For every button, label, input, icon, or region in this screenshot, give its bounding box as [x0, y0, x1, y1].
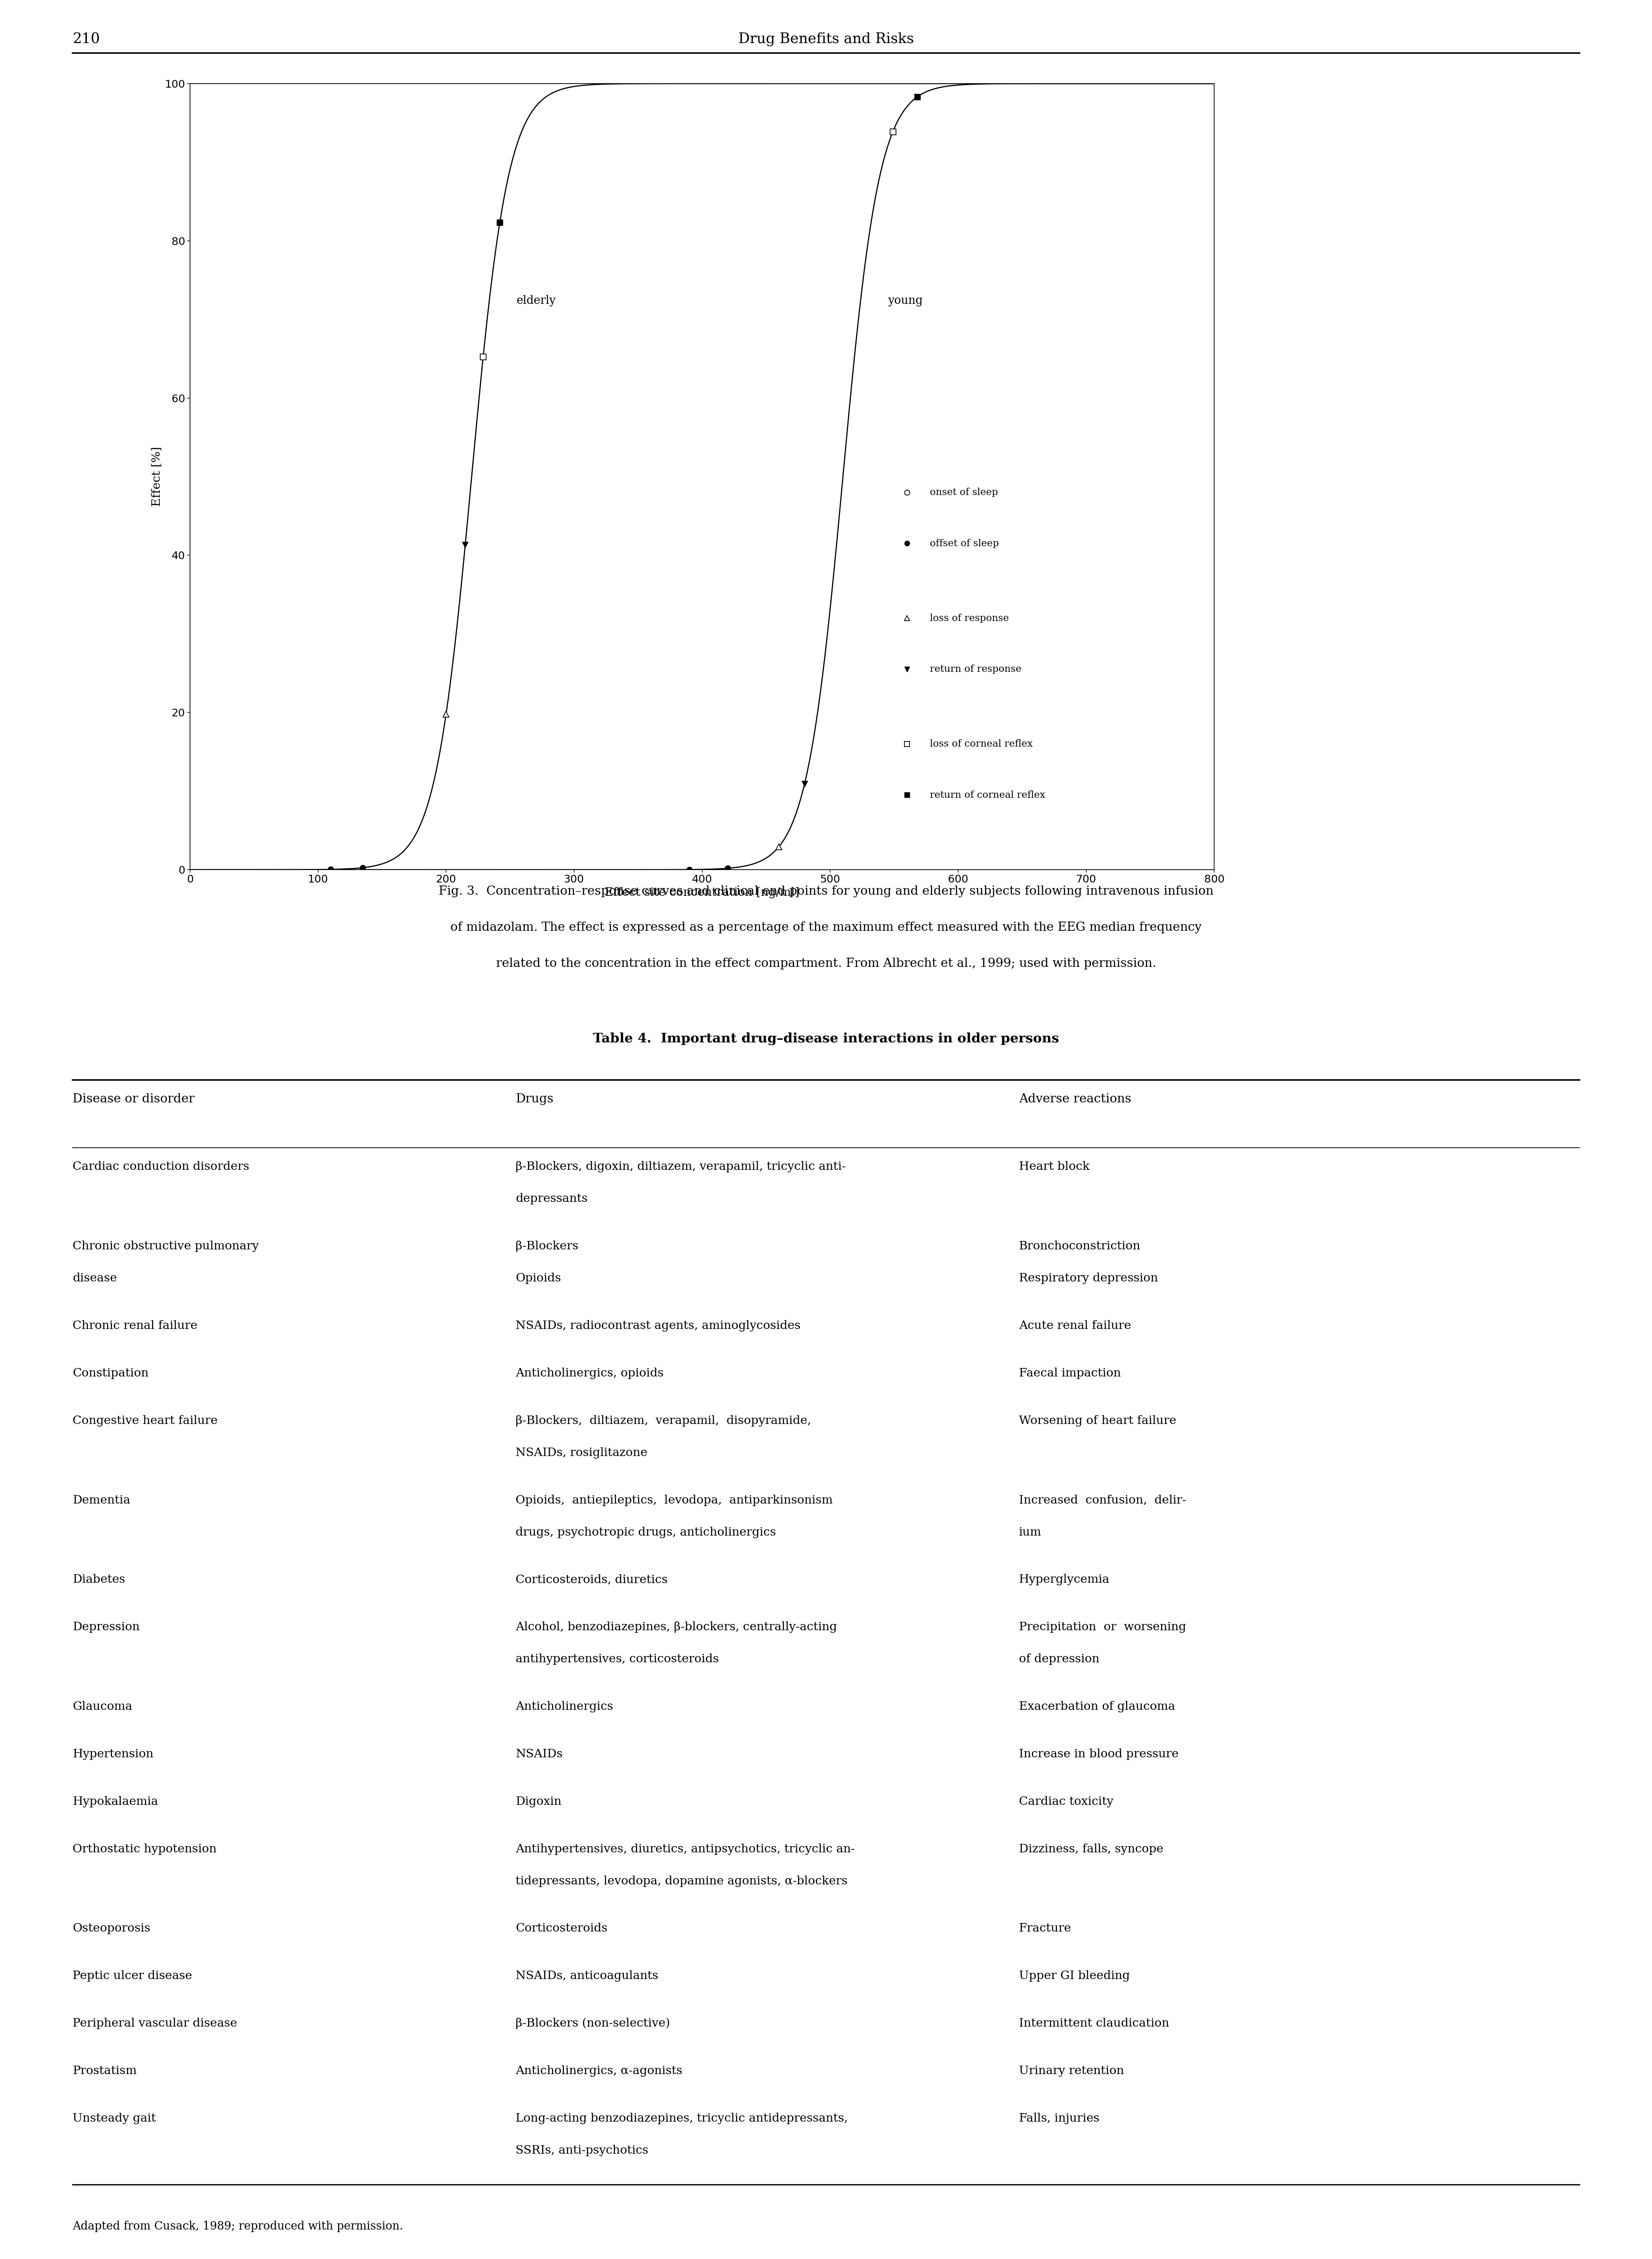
Text: Opioids: Opioids [515, 1272, 562, 1283]
Text: Anticholinergics, α-agonists: Anticholinergics, α-agonists [515, 2065, 682, 2076]
Text: Exacerbation of glaucoma: Exacerbation of glaucoma [1019, 1701, 1175, 1712]
Text: Cardiac conduction disorders: Cardiac conduction disorders [73, 1161, 249, 1172]
Text: of midazolam. The effect is expressed as a percentage of the maximum effect meas: of midazolam. The effect is expressed as… [451, 922, 1201, 933]
Text: Urinary retention: Urinary retention [1019, 2065, 1123, 2076]
Text: β-Blockers, digoxin, diltiazem, verapamil, tricyclic anti-: β-Blockers, digoxin, diltiazem, verapami… [515, 1161, 846, 1172]
Text: Opioids,  antiepileptics,  levodopa,  antiparkinsonism: Opioids, antiepileptics, levodopa, antip… [515, 1495, 833, 1507]
Text: Disease or disorder: Disease or disorder [73, 1093, 195, 1105]
Text: NSAIDs, anticoagulants: NSAIDs, anticoagulants [515, 1970, 659, 1981]
Text: antihypertensives, corticosteroids: antihypertensives, corticosteroids [515, 1654, 719, 1665]
Text: Hyperglycemia: Hyperglycemia [1019, 1575, 1110, 1586]
Text: tidepressants, levodopa, dopamine agonists, α-blockers: tidepressants, levodopa, dopamine agonis… [515, 1875, 847, 1886]
Text: Corticosteroids: Corticosteroids [515, 1922, 608, 1934]
Text: Peripheral vascular disease: Peripheral vascular disease [73, 2017, 238, 2029]
Text: Depression: Depression [73, 1622, 140, 1633]
Text: Bronchoconstriction: Bronchoconstriction [1019, 1240, 1140, 1251]
Text: loss of response: loss of response [930, 614, 1009, 623]
Text: Long-acting benzodiazepines, tricyclic antidepressants,: Long-acting benzodiazepines, tricyclic a… [515, 2112, 847, 2123]
Text: return of response: return of response [930, 664, 1021, 673]
Text: Hypokalaemia: Hypokalaemia [73, 1796, 159, 1807]
Text: Alcohol, benzodiazepines, β-blockers, centrally-acting: Alcohol, benzodiazepines, β-blockers, ce… [515, 1622, 838, 1633]
Text: of depression: of depression [1019, 1654, 1099, 1665]
Text: β-Blockers: β-Blockers [515, 1240, 578, 1251]
Text: young: young [887, 296, 922, 307]
Text: Antihypertensives, diuretics, antipsychotics, tricyclic an-: Antihypertensives, diuretics, antipsycho… [515, 1843, 854, 1855]
Text: Increased  confusion,  delir-: Increased confusion, delir- [1019, 1495, 1186, 1507]
Text: Respiratory depression: Respiratory depression [1019, 1272, 1158, 1283]
Text: related to the concentration in the effect compartment. From Albrecht et al., 19: related to the concentration in the effe… [496, 958, 1156, 969]
Text: Prostatism: Prostatism [73, 2065, 137, 2076]
Text: Heart block: Heart block [1019, 1161, 1089, 1172]
Text: drugs, psychotropic drugs, anticholinergics: drugs, psychotropic drugs, anticholinerg… [515, 1527, 776, 1538]
Text: return of corneal reflex: return of corneal reflex [930, 791, 1046, 800]
Text: Fracture: Fracture [1019, 1922, 1070, 1934]
Text: Digoxin: Digoxin [515, 1796, 562, 1807]
Text: Unsteady gait: Unsteady gait [73, 2112, 155, 2123]
Text: Intermittent claudication: Intermittent claudication [1019, 2017, 1170, 2029]
Text: SSRIs, anti-psychotics: SSRIs, anti-psychotics [515, 2144, 648, 2155]
Text: NSAIDs, rosiglitazone: NSAIDs, rosiglitazone [515, 1448, 648, 1459]
Text: Fig. 3.  Concentration–response curves and clinical end points for young and eld: Fig. 3. Concentration–response curves an… [438, 886, 1214, 897]
Y-axis label: Effect [%]: Effect [%] [152, 447, 162, 506]
Text: Adapted from Cusack, 1989; reproduced with permission.: Adapted from Cusack, 1989; reproduced wi… [73, 2221, 403, 2232]
Text: Osteoporosis: Osteoporosis [73, 1922, 150, 1934]
Text: Falls, injuries: Falls, injuries [1019, 2112, 1099, 2123]
Text: Hypertension: Hypertension [73, 1748, 154, 1760]
Text: onset of sleep: onset of sleep [930, 488, 998, 497]
Text: NSAIDs: NSAIDs [515, 1748, 563, 1760]
Text: Glaucoma: Glaucoma [73, 1701, 132, 1712]
Text: Increase in blood pressure: Increase in blood pressure [1019, 1748, 1178, 1760]
Text: Faecal impaction: Faecal impaction [1019, 1367, 1120, 1378]
Text: Precipitation  or  worsening: Precipitation or worsening [1019, 1622, 1186, 1633]
Text: disease: disease [73, 1272, 117, 1283]
Text: Adverse reactions: Adverse reactions [1019, 1093, 1132, 1105]
Text: Drug Benefits and Risks: Drug Benefits and Risks [738, 32, 914, 45]
Text: ium: ium [1019, 1527, 1041, 1538]
Text: NSAIDs, radiocontrast agents, aminoglycosides: NSAIDs, radiocontrast agents, aminoglyco… [515, 1319, 801, 1331]
Text: Dementia: Dementia [73, 1495, 131, 1507]
Text: Acute renal failure: Acute renal failure [1019, 1319, 1132, 1331]
Text: Chronic obstructive pulmonary: Chronic obstructive pulmonary [73, 1240, 259, 1251]
Text: β-Blockers (non-selective): β-Blockers (non-selective) [515, 2017, 671, 2029]
Text: Worsening of heart failure: Worsening of heart failure [1019, 1414, 1176, 1425]
Text: offset of sleep: offset of sleep [930, 540, 999, 549]
Text: loss of corneal reflex: loss of corneal reflex [930, 739, 1032, 748]
Text: elderly: elderly [517, 296, 555, 307]
Text: Table 4.  Important drug–disease interactions in older persons: Table 4. Important drug–disease interact… [593, 1032, 1059, 1046]
Text: Dizziness, falls, syncope: Dizziness, falls, syncope [1019, 1843, 1163, 1855]
Text: Cardiac toxicity: Cardiac toxicity [1019, 1796, 1113, 1807]
Text: Constipation: Constipation [73, 1367, 149, 1378]
Text: 210: 210 [73, 32, 101, 45]
Text: Corticosteroids, diuretics: Corticosteroids, diuretics [515, 1575, 667, 1586]
Text: Anticholinergics: Anticholinergics [515, 1701, 613, 1712]
Text: Upper GI bleeding: Upper GI bleeding [1019, 1970, 1130, 1981]
Text: Peptic ulcer disease: Peptic ulcer disease [73, 1970, 192, 1981]
Text: Congestive heart failure: Congestive heart failure [73, 1414, 218, 1425]
Text: Anticholinergics, opioids: Anticholinergics, opioids [515, 1367, 664, 1378]
Text: Diabetes: Diabetes [73, 1575, 126, 1586]
Text: Chronic renal failure: Chronic renal failure [73, 1319, 198, 1331]
Text: depressants: depressants [515, 1193, 588, 1204]
Text: Orthostatic hypotension: Orthostatic hypotension [73, 1843, 216, 1855]
Text: Drugs: Drugs [515, 1093, 553, 1105]
Text: β-Blockers,  diltiazem,  verapamil,  disopyramide,: β-Blockers, diltiazem, verapamil, disopy… [515, 1414, 811, 1425]
X-axis label: Effect site concentration [ng/ml]: Effect site concentration [ng/ml] [605, 888, 800, 899]
